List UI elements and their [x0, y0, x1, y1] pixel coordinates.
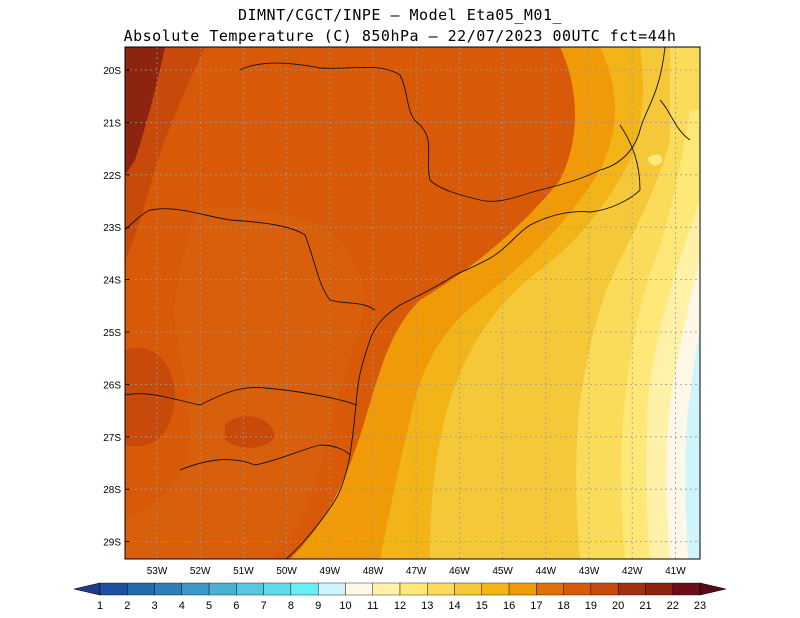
longitude-label: 49W — [320, 566, 341, 577]
boundary-pr-sc — [125, 387, 358, 406]
colorbar-label: 19 — [585, 600, 597, 612]
colorbar-segment — [563, 582, 592, 596]
latitude-label: 22S — [103, 171, 121, 182]
colorbar-segment — [263, 582, 292, 596]
colorbar-arrow-right — [699, 582, 727, 596]
latitude-label: 20S — [103, 66, 121, 77]
colorbar-segment — [345, 582, 373, 596]
colorbar-segment — [99, 582, 128, 596]
longitude-label: 48W — [363, 566, 384, 577]
field-band-19 — [125, 206, 364, 559]
temperature-field — [125, 47, 700, 559]
colorbar-label: 4 — [179, 600, 185, 612]
colorbar-label: 11 — [367, 600, 378, 612]
field-west-dark — [125, 347, 175, 447]
longitude-label: 53W — [147, 566, 168, 577]
boundary-rj — [619, 124, 641, 191]
colorbar-segment — [617, 582, 646, 596]
colorbar-segment — [481, 582, 510, 596]
colorbar-label: 18 — [558, 600, 570, 612]
longitude-label: 45W — [492, 566, 513, 577]
colorbar-segment — [372, 582, 401, 596]
chart-title-line-2: Absolute Temperature (C) 850hPa – 22/07/… — [123, 27, 677, 45]
colorbar-label: 6 — [233, 600, 239, 612]
boundary-mg-sp — [239, 47, 666, 202]
colorbar-segment — [427, 582, 455, 596]
latitude-label: 29S — [103, 538, 121, 549]
longitude-label: 46W — [449, 566, 470, 577]
colorbar-label: 2 — [124, 600, 130, 612]
colorbar-segment — [181, 582, 210, 596]
colorbar-label: 9 — [315, 600, 321, 612]
boundary-sc-rs — [179, 444, 351, 471]
field-band-10 — [685, 330, 700, 559]
longitude-label: 44W — [536, 566, 557, 577]
longitude-label: 43W — [579, 566, 600, 577]
field-patch-light — [648, 154, 663, 166]
colorbar-label: 14 — [448, 600, 460, 612]
longitude-label: 41W — [665, 566, 686, 577]
colorbar-label: 12 — [394, 600, 406, 612]
colorbar-segment — [536, 582, 564, 596]
latitude-label: 23S — [103, 223, 121, 234]
latitude-label: 27S — [103, 433, 121, 444]
colorbar-segment — [590, 582, 619, 596]
longitude-label: 42W — [622, 566, 643, 577]
colorbar-segment — [317, 582, 346, 596]
latitude-label: 21S — [103, 118, 121, 129]
coastline — [285, 189, 641, 559]
boundary-sp-pr — [149, 208, 376, 311]
colorbar-label: 17 — [530, 600, 542, 612]
colorbar-segment — [508, 582, 537, 596]
colorbar-segment — [236, 582, 264, 596]
map-gridlines — [125, 47, 700, 559]
longitude-label: 52W — [190, 566, 211, 577]
colorbar-segment — [208, 582, 237, 596]
map-boundaries — [125, 47, 691, 559]
colorbar-label: 3 — [151, 600, 157, 612]
latitude-label: 28S — [103, 485, 121, 496]
colorbar-arrow-left — [73, 582, 101, 596]
colorbar-segment — [127, 582, 155, 596]
colorbar-label: 20 — [612, 600, 624, 612]
colorbar-segment — [399, 582, 428, 596]
longitude-label: 50W — [276, 566, 297, 577]
longitude-label: 47W — [406, 566, 427, 577]
colorbar-label: 5 — [206, 600, 212, 612]
chart-title-line-1: DIMNT/CGCT/INPE – Model Eta05_M01_ — [237, 6, 563, 24]
boundary-ms-pr — [125, 209, 151, 231]
boundary-es — [659, 99, 691, 141]
map-frame — [124, 46, 701, 560]
colorbar-label: 10 — [339, 600, 351, 612]
colorbar-segment — [154, 582, 183, 596]
colorbar-segment — [454, 582, 483, 596]
colorbar: 1 2 3 4 5 6 7 8 9 10 11 12 13 14 15 16 17 18 19 20 21 22 23 — [73, 582, 727, 612]
colorbar-label: 1 — [97, 600, 103, 612]
colorbar-segment — [645, 582, 673, 596]
latitude-label: 24S — [103, 276, 121, 287]
colorbar-label: 22 — [667, 600, 679, 612]
latitude-label: 25S — [103, 328, 121, 339]
longitude-axis: 53W 52W 51W 50W 49W 48W 47W 46W 45W 44W 43W 42W 41W — [147, 566, 687, 577]
colorbar-label: 23 — [694, 600, 706, 612]
colorbar-label: 8 — [288, 600, 294, 612]
latitude-axis: 20S 21S 22S 23S 24S 25S 26S 27S 28S 29S — [103, 66, 121, 549]
colorbar-label: 7 — [261, 600, 267, 612]
latitude-label: 26S — [103, 380, 121, 391]
colorbar-label: 21 — [639, 600, 651, 612]
field-patch-dark — [225, 416, 275, 448]
colorbar-segment — [672, 582, 701, 596]
longitude-label: 51W — [233, 566, 254, 577]
field-corner-darkest — [125, 47, 165, 175]
colorbar-label: 16 — [503, 600, 515, 612]
colorbar-segment — [290, 582, 319, 596]
colorbar-label: 15 — [476, 600, 488, 612]
colorbar-label: 13 — [421, 600, 433, 612]
